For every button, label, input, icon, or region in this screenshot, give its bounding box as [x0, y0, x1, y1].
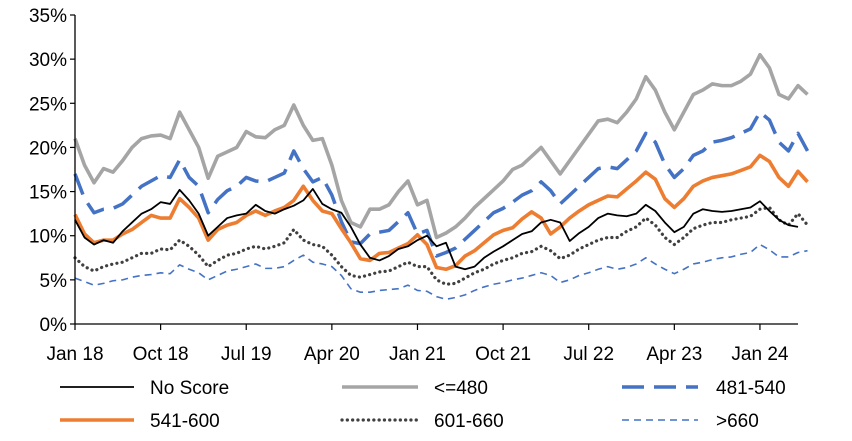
x-tick-label: Apr 20 [304, 344, 360, 365]
y-tick-label: 5% [40, 271, 68, 292]
y-tick-label: 30% [29, 50, 67, 71]
legend-label: <=480 [434, 378, 488, 399]
series-lines [73, 52, 810, 301]
y-tick-label: 20% [29, 138, 67, 159]
legend-label: No Score [150, 378, 229, 399]
y-tick-label: 0% [40, 315, 68, 336]
x-tick-label: Jan 21 [389, 344, 446, 365]
legend-item: 481-540 [622, 378, 786, 399]
legend-item: >660 [622, 411, 759, 432]
series-line-481-540 [73, 110, 810, 258]
series-line-541-600 [73, 153, 809, 272]
axes: 0% 5% 10% 15% 20% 25% 30% 35% Jan 18 Oct 18 Jul 19… [29, 6, 798, 365]
legend-label: 541-600 [150, 411, 220, 432]
legend: No Score <=480 481-540 541-600 601-660 >660 [60, 378, 786, 432]
legend-item: <=480 [342, 378, 488, 399]
x-tick-label: Oct 21 [475, 344, 531, 365]
series-line-no-score [74, 188, 799, 271]
legend-item: 541-600 [60, 411, 220, 432]
legend-item: 601-660 [340, 411, 504, 432]
legend-label: >660 [716, 411, 759, 432]
x-tick-label: Oct 18 [133, 344, 189, 365]
x-tick-label: Jul 22 [563, 344, 614, 365]
x-tick-label: Jan 24 [731, 344, 788, 365]
y-tick-label: 25% [29, 94, 67, 115]
x-tick-label: Apr 23 [646, 344, 702, 365]
x-tick-label: Jul 19 [221, 344, 272, 365]
legend-label: 481-540 [716, 378, 786, 399]
series-line-480 [73, 52, 809, 240]
x-tick-label: Jan 18 [46, 344, 103, 365]
series-line-660 [74, 243, 808, 301]
legend-item: No Score [60, 378, 229, 399]
series-line-601-660 [73, 205, 810, 286]
legend-label: 601-660 [434, 411, 504, 432]
y-tick-label: 10% [29, 227, 67, 248]
y-tick-label: 35% [29, 6, 67, 27]
y-tick-label: 15% [29, 183, 67, 204]
